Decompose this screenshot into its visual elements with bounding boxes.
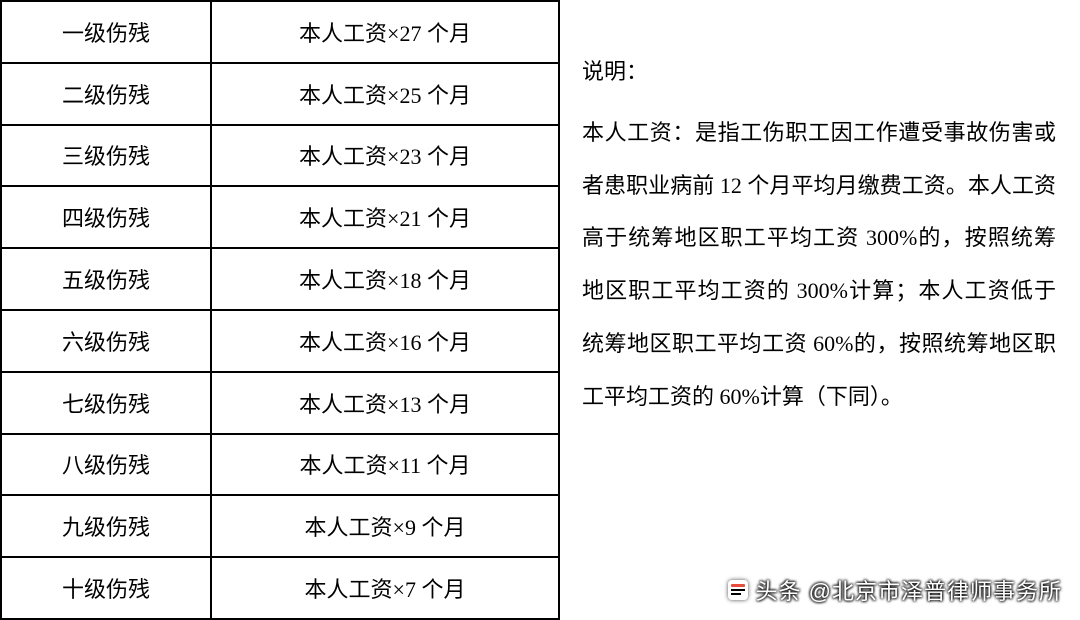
compensation-formula-cell: 本人工资×7 个月	[211, 557, 559, 619]
page-container: 一级伤残 本人工资×27 个月 二级伤残 本人工资×25 个月 三级伤残 本人工…	[0, 0, 1080, 620]
disability-level-cell: 六级伤残	[1, 310, 211, 372]
table-row: 三级伤残 本人工资×23 个月	[1, 125, 559, 187]
watermark-text: 头条 @北京市泽普律师事务所	[756, 574, 1062, 606]
compensation-formula-cell: 本人工资×18 个月	[211, 248, 559, 310]
compensation-formula-cell: 本人工资×13 个月	[211, 372, 559, 434]
disability-level-cell: 七级伤残	[1, 372, 211, 434]
table-row: 九级伤残 本人工资×9 个月	[1, 495, 559, 557]
description-body: 本人工资：是指工伤职工因工作遭受事故伤害或者患职业病前 12 个月平均月缴费工资…	[582, 107, 1056, 424]
table-row: 六级伤残 本人工资×16 个月	[1, 310, 559, 372]
compensation-formula-cell: 本人工资×27 个月	[211, 1, 559, 63]
table-row: 二级伤残 本人工资×25 个月	[1, 63, 559, 125]
disability-level-cell: 九级伤残	[1, 495, 211, 557]
disability-level-cell: 三级伤残	[1, 125, 211, 187]
watermark: 头条 @北京市泽普律师事务所	[726, 574, 1062, 606]
table-row: 一级伤残 本人工资×27 个月	[1, 1, 559, 63]
disability-level-cell: 八级伤残	[1, 434, 211, 496]
disability-level-cell: 十级伤残	[1, 557, 211, 619]
compensation-table: 一级伤残 本人工资×27 个月 二级伤残 本人工资×25 个月 三级伤残 本人工…	[0, 0, 560, 620]
table-row: 七级伤残 本人工资×13 个月	[1, 372, 559, 434]
table-row: 五级伤残 本人工资×18 个月	[1, 248, 559, 310]
compensation-formula-cell: 本人工资×23 个月	[211, 125, 559, 187]
compensation-table-section: 一级伤残 本人工资×27 个月 二级伤残 本人工资×25 个月 三级伤残 本人工…	[0, 0, 558, 620]
compensation-formula-cell: 本人工资×21 个月	[211, 186, 559, 248]
disability-level-cell: 一级伤残	[1, 1, 211, 63]
table-row: 十级伤残 本人工资×7 个月	[1, 557, 559, 619]
compensation-formula-cell: 本人工资×25 个月	[211, 63, 559, 125]
description-section: 说明： 本人工资：是指工伤职工因工作遭受事故伤害或者患职业病前 12 个月平均月…	[558, 0, 1080, 620]
disability-level-cell: 四级伤残	[1, 186, 211, 248]
toutiao-icon	[726, 578, 750, 602]
disability-level-cell: 五级伤残	[1, 248, 211, 310]
description-title: 说明：	[582, 46, 1056, 99]
table-row: 八级伤残 本人工资×11 个月	[1, 434, 559, 496]
table-row: 四级伤残 本人工资×21 个月	[1, 186, 559, 248]
compensation-formula-cell: 本人工资×11 个月	[211, 434, 559, 496]
compensation-formula-cell: 本人工资×16 个月	[211, 310, 559, 372]
disability-level-cell: 二级伤残	[1, 63, 211, 125]
compensation-formula-cell: 本人工资×9 个月	[211, 495, 559, 557]
